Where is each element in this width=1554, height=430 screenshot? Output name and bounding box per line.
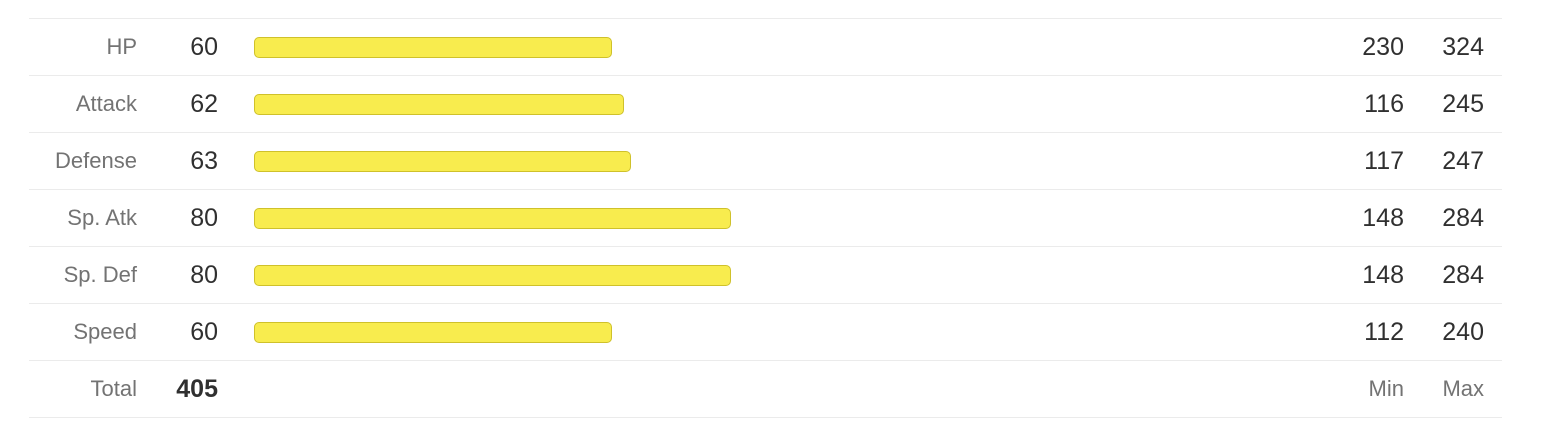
stat-base-value: 62 [190, 90, 218, 118]
base-stats-table: HP 60 230 324 Attack 62 116 245 Defense … [29, 18, 1502, 418]
stat-bar [254, 208, 731, 229]
stat-base-value: 60 [190, 318, 218, 346]
stat-base-value: 60 [190, 33, 218, 61]
stat-row-defense: Defense 63 117 247 [29, 132, 1502, 189]
min-column-label: Min [1368, 376, 1404, 401]
total-label: Total [90, 376, 137, 401]
stat-max-value: 284 [1442, 261, 1484, 289]
stat-min-value: 112 [1364, 318, 1404, 346]
stat-bar-track [254, 208, 1324, 229]
stat-name: Speed [73, 319, 137, 344]
stat-bar [254, 151, 631, 172]
stat-max-value: 245 [1442, 90, 1484, 118]
stat-bar [254, 322, 612, 343]
stat-bar-track [254, 94, 1324, 115]
stat-bar-track [254, 151, 1324, 172]
stat-min-value: 148 [1362, 204, 1404, 232]
stat-bar-track [254, 265, 1324, 286]
stat-name: Sp. Def [63, 262, 137, 287]
stat-row-sp-def: Sp. Def 80 148 284 [29, 246, 1502, 303]
stat-max-value: 240 [1442, 318, 1484, 346]
total-value: 405 [176, 375, 218, 403]
stat-row-total: Total 405 Min Max [29, 360, 1502, 418]
stat-max-value: 247 [1442, 147, 1484, 175]
stat-max-value: 284 [1442, 204, 1484, 232]
stat-min-value: 230 [1362, 33, 1404, 61]
stat-min-value: 116 [1364, 90, 1404, 118]
stat-base-value: 80 [190, 204, 218, 232]
stat-base-value: 80 [190, 261, 218, 289]
stat-bar [254, 94, 624, 115]
stat-name: Sp. Atk [67, 205, 137, 230]
stat-row-hp: HP 60 230 324 [29, 18, 1502, 75]
stat-base-value: 63 [190, 147, 218, 175]
stat-name: Defense [55, 148, 137, 173]
stat-min-value: 117 [1364, 147, 1404, 175]
stat-min-value: 148 [1362, 261, 1404, 289]
max-column-label: Max [1442, 376, 1484, 401]
stat-bar [254, 265, 731, 286]
stat-row-speed: Speed 60 112 240 [29, 303, 1502, 360]
stat-row-sp-atk: Sp. Atk 80 148 284 [29, 189, 1502, 246]
stat-name: Attack [75, 91, 137, 116]
stat-bar-track [254, 322, 1324, 343]
stat-row-attack: Attack 62 116 245 [29, 75, 1502, 132]
stat-bar-track [254, 37, 1324, 58]
stat-name: HP [106, 34, 137, 59]
stat-max-value: 324 [1442, 33, 1484, 61]
stat-bar [254, 37, 612, 58]
